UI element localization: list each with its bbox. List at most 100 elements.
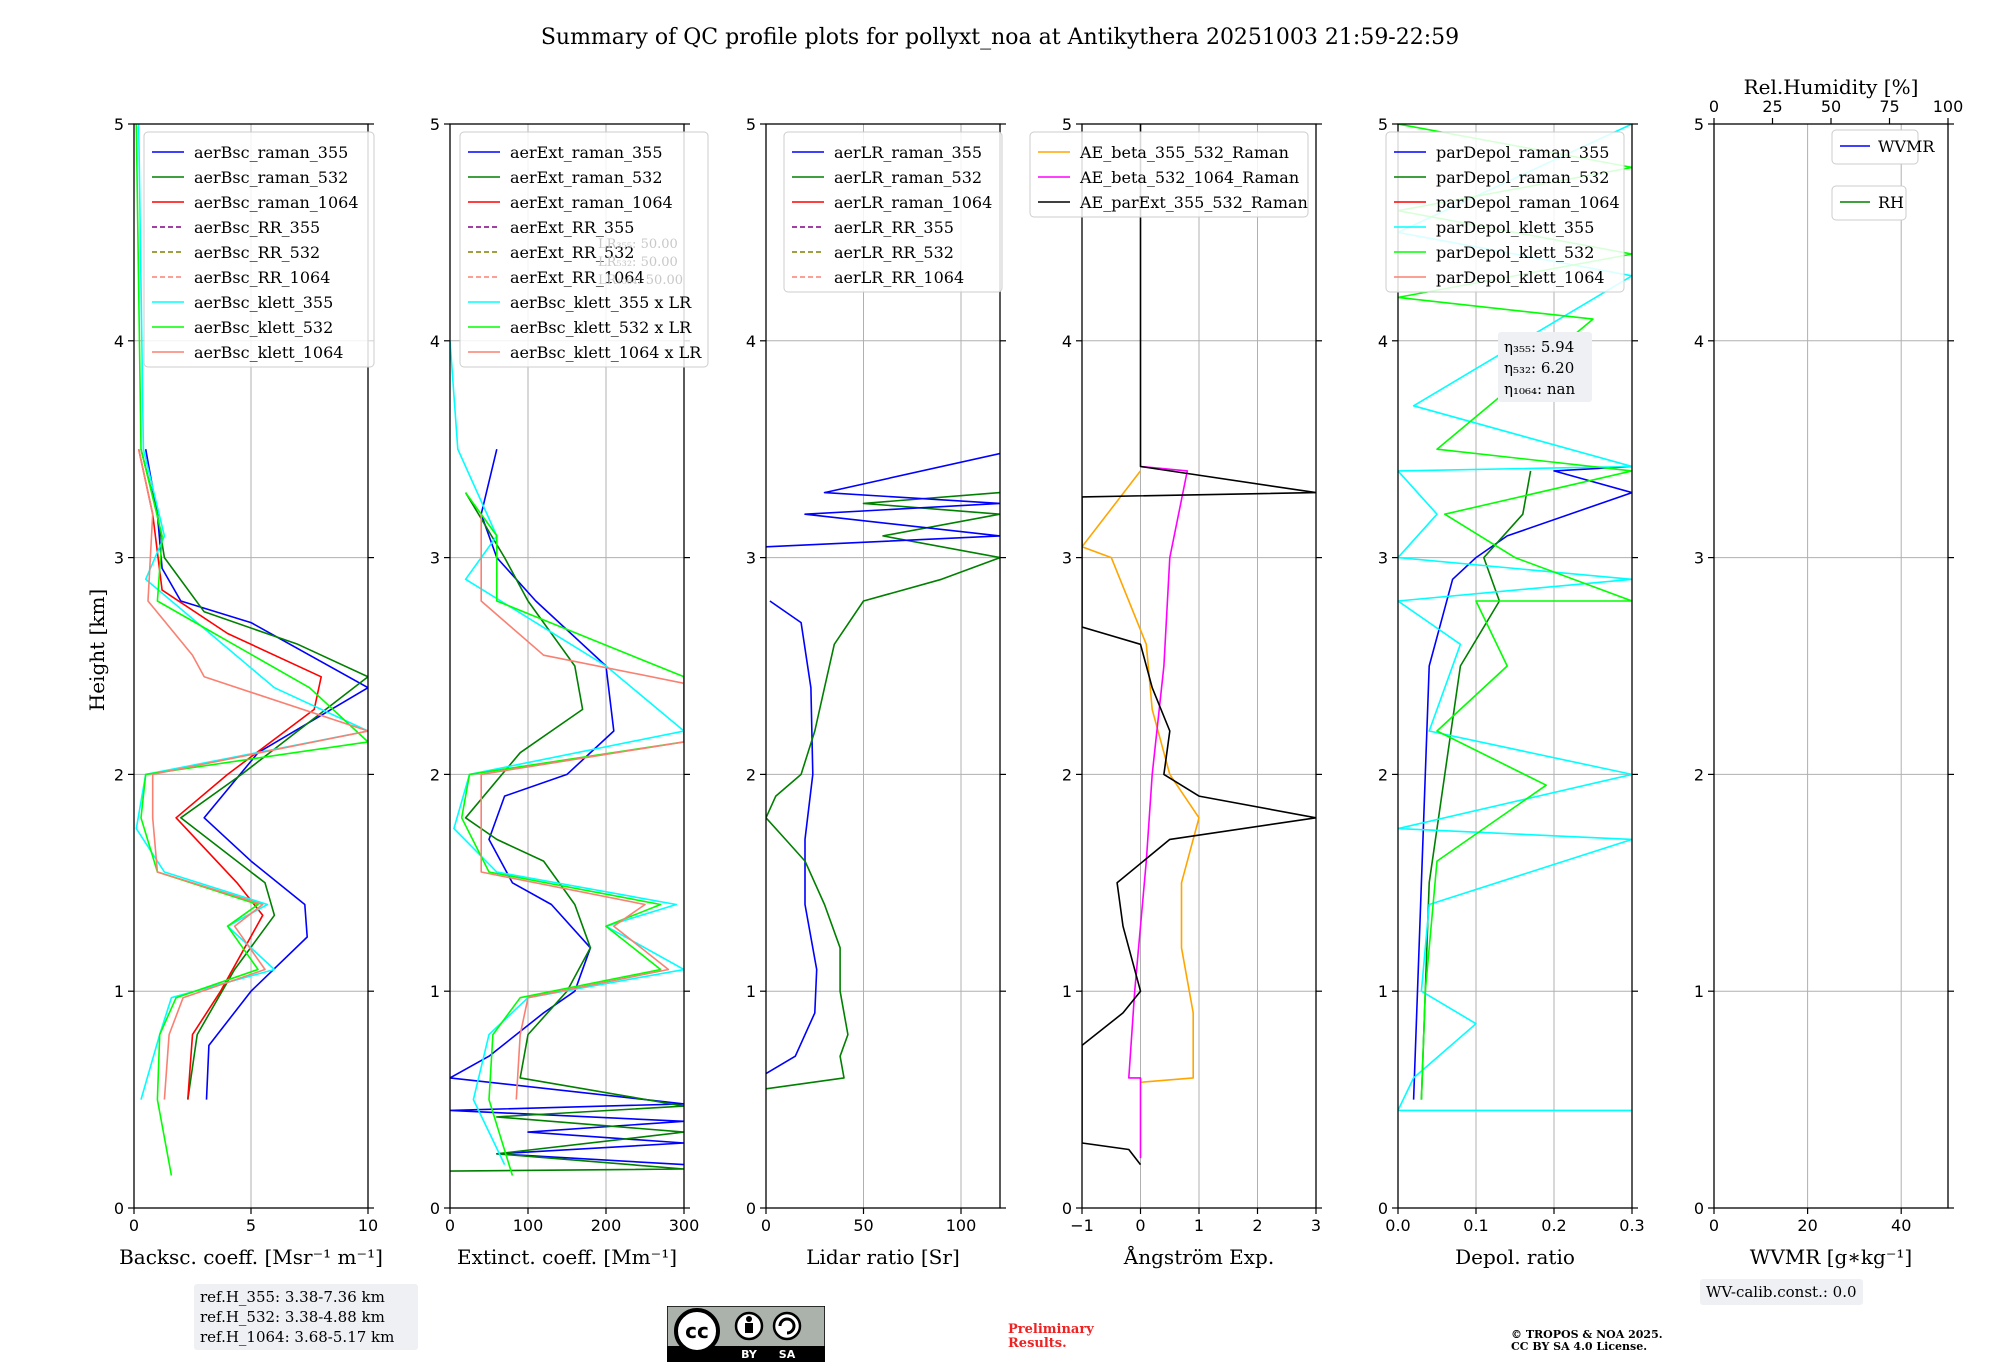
x-tick-label: 0 — [445, 1216, 455, 1235]
y-tick-label: 2 — [430, 765, 440, 784]
y-tick-label: 4 — [1694, 332, 1704, 351]
series-line-aerBsc_klett_532 x LR — [460, 492, 684, 1176]
cc-by-label: BY — [741, 1348, 758, 1361]
plot-frame — [765, 123, 1001, 1209]
legend-label: aerBsc_klett_532 — [194, 318, 333, 337]
legend: WVMR RH — [1831, 129, 1935, 221]
top-x-tick-label: 25 — [1762, 97, 1782, 116]
series-line-aerBsc_klett_355 x LR — [450, 340, 684, 1165]
reference-heights-box: ref.H_355: 3.38-7.36 km ref.H_532: 3.38-… — [194, 1284, 418, 1350]
panel-1: 0 1 2 3 4 5 0 5 10 Backsc. coeff. [Msr⁻¹ m⁻¹] aerB… — [114, 115, 383, 1269]
y-tick-label: 4 — [1378, 332, 1388, 351]
preliminary-line-1: Preliminary — [1008, 1322, 1094, 1337]
series-line-aerLR_raman_355_upper — [766, 452, 1000, 548]
legend-box — [459, 131, 709, 368]
series-line-aerLR_raman_355 — [766, 600, 818, 1075]
x-tick-label: 1 — [1194, 1216, 1204, 1235]
lr-label: LR₅₃₂: 50.00 — [598, 255, 678, 270]
x-tick-label: 200 — [591, 1216, 622, 1235]
x-tick-label: 40 — [1891, 1216, 1911, 1235]
legend-label: aerLR_raman_355 — [834, 143, 982, 162]
y-tick-label: 5 — [430, 115, 440, 134]
svg-text:cc: cc — [685, 1319, 709, 1343]
legend-label: aerBsc_RR_532 — [194, 243, 320, 262]
y-tick-label: 2 — [1694, 765, 1704, 784]
wv-calib-text: WV-calib.const.: 0.0 — [1706, 1283, 1857, 1301]
ref-height-355: ref.H_355: 3.38-7.36 km — [200, 1288, 385, 1306]
copyright-line-1: © TROPOS & NOA 2025. — [1511, 1328, 1663, 1341]
legend: aerBsc_raman_355 aerBsc_raman_532 aerBsc_r… — [143, 131, 375, 368]
y-tick-label: 2 — [1062, 765, 1072, 784]
y-tick-label: 5 — [1378, 115, 1388, 134]
top-x-axis-label: Rel.Humidity [%] — [1744, 75, 1919, 99]
panel-5: 0 1 2 3 4 5 0.0 0.1 0.2 0.3 Depol. ratio parDepol_r… — [1378, 115, 1645, 1269]
x-axis-label: WVMR [g∗kg⁻¹] — [1750, 1245, 1912, 1269]
legend-label: aerBsc_klett_355 x LR — [510, 293, 692, 312]
legend-label: aerLR_RR_532 — [834, 243, 954, 262]
legend-label: parDepol_raman_355 — [1436, 143, 1609, 162]
cc-sa-label: SA — [779, 1348, 796, 1361]
y-tick-label: 3 — [114, 549, 124, 568]
cc-by-sa-badge: cc BY SA — [666, 1305, 826, 1366]
y-tick-label: 3 — [746, 549, 756, 568]
y-tick-label: 4 — [430, 332, 440, 351]
x-tick-label: −1 — [1070, 1216, 1094, 1235]
y-tick-label: 4 — [746, 332, 756, 351]
y-axis-label: Height [km] — [85, 589, 109, 711]
x-tick-label: 100 — [946, 1216, 977, 1235]
eta-label: η₅₃₂: 6.20 — [1504, 359, 1574, 377]
series-line-aerExt_raman_355 — [450, 449, 684, 1166]
legend-label: aerLR_RR_1064 — [834, 268, 964, 287]
top-x-tick-label: 50 — [1821, 97, 1841, 116]
legend-label: aerLR_raman_1064 — [834, 193, 992, 212]
x-tick-label: 10 — [358, 1216, 378, 1235]
series-line-parDepol_raman_532 — [1420, 470, 1532, 1100]
legend-label: aerBsc_raman_532 — [194, 168, 348, 187]
y-tick-label: 1 — [430, 982, 440, 1001]
legend-box-rh — [1831, 185, 1907, 221]
y-tick-label: 4 — [114, 332, 124, 351]
wv-calib-constant: WV-calib.const.: 0.0 — [1700, 1279, 1863, 1305]
x-tick-label: 5 — [246, 1216, 256, 1235]
legend: aerExt_raman_355 aerExt_raman_532 aerExt_r… — [459, 131, 709, 368]
legend-label: aerBsc_raman_1064 — [194, 193, 359, 212]
x-tick-label: 0.3 — [1619, 1216, 1644, 1235]
y-tick-label: 4 — [1062, 332, 1072, 351]
legend-label: WVMR — [1878, 137, 1935, 156]
x-tick-label: 300 — [669, 1216, 700, 1235]
y-tick-label: 2 — [114, 765, 124, 784]
series-line-parDepol_raman_355 — [1412, 465, 1632, 1100]
legend-label: aerBsc_klett_355 — [194, 293, 333, 312]
legend-label: parDepol_raman_532 — [1436, 168, 1609, 187]
x-tick-label: 100 — [513, 1216, 544, 1235]
panel-2: 0 1 2 3 4 5 0 100 200 300 Extinct. coeff. [Mm⁻¹] ae… — [430, 115, 709, 1269]
x-tick-label: 0.2 — [1541, 1216, 1566, 1235]
y-tick-label: 1 — [1694, 982, 1704, 1001]
x-tick-label: 2 — [1252, 1216, 1262, 1235]
eta-label: η₃₅₅: 5.94 — [1504, 338, 1574, 356]
x-tick-label: 0 — [1135, 1216, 1145, 1235]
series-line-aerBsc_raman_355 — [144, 449, 368, 1100]
figure-title: Summary of QC profile plots for pollyxt_… — [541, 25, 1459, 50]
y-tick-label: 2 — [1378, 765, 1388, 784]
legend-label: AE_parExt_355_532_Raman — [1079, 193, 1308, 212]
y-tick-label: 0 — [1694, 1199, 1704, 1218]
legend-label: aerBsc_RR_1064 — [194, 268, 330, 287]
x-tick-label: 0.1 — [1463, 1216, 1488, 1235]
eta-label: η₁₀₆₄: nan — [1504, 380, 1575, 398]
y-tick-label: 1 — [1062, 982, 1072, 1001]
copyright-line-2: CC BY SA 4.0 License. — [1511, 1340, 1648, 1353]
legend: parDepol_raman_355 parDepol_raman_532 parD… — [1385, 131, 1625, 293]
x-axis-label: Depol. ratio — [1455, 1245, 1575, 1269]
x-tick-label: 50 — [853, 1216, 873, 1235]
plot-frame — [1397, 123, 1633, 1209]
ref-height-532: ref.H_532: 3.38-4.88 km — [200, 1308, 385, 1326]
legend-label: aerExt_RR_1064 — [510, 268, 645, 287]
legend-label: parDepol_klett_1064 — [1436, 268, 1605, 287]
y-tick-label: 0 — [114, 1199, 124, 1218]
y-tick-label: 5 — [1062, 115, 1072, 134]
plot-frame — [133, 123, 369, 1209]
x-tick-label: 0 — [129, 1216, 139, 1235]
x-axis-label: Backsc. coeff. [Msr⁻¹ m⁻¹] — [119, 1245, 383, 1269]
